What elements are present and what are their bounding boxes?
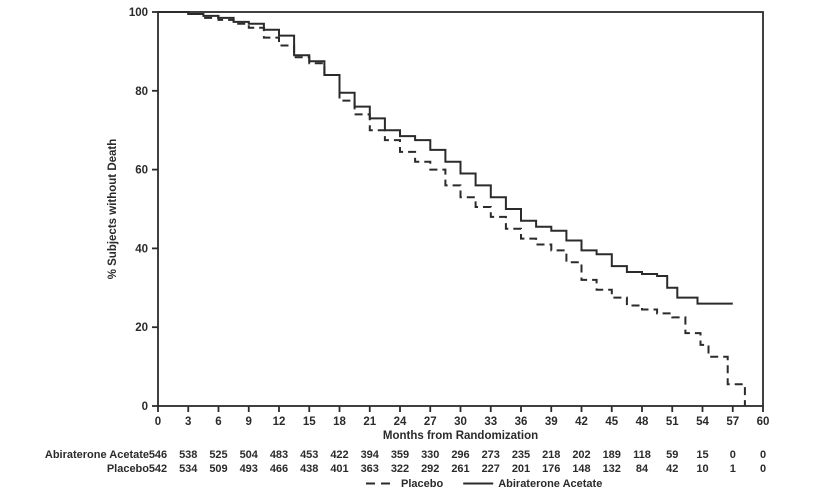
at-risk-count: 1 — [730, 463, 736, 475]
at-risk-count: 0 — [760, 449, 766, 461]
at-risk-count: 59 — [666, 449, 678, 461]
x-tick-label: 48 — [636, 416, 649, 428]
x-tick-label: 39 — [545, 416, 558, 428]
x-axis-title: Months from Randomization — [383, 430, 538, 442]
at-risk-count: 504 — [240, 449, 259, 461]
at-risk-count: 483 — [270, 449, 288, 461]
at-risk-count: 227 — [482, 463, 500, 475]
at-risk-count: 422 — [330, 449, 348, 461]
at-risk-count: 132 — [603, 463, 621, 475]
at-risk-count: 359 — [391, 449, 409, 461]
at-risk-count: 0 — [730, 449, 736, 461]
series-curve-placebo — [158, 11, 746, 406]
x-tick-label: 18 — [333, 416, 346, 428]
at-risk-count: 84 — [636, 463, 649, 475]
at-risk-count: 15 — [696, 449, 708, 461]
x-tick-label: 12 — [273, 416, 286, 428]
x-tick-label: 60 — [757, 416, 770, 428]
at-risk-count: 189 — [603, 449, 621, 461]
at-risk-count: 10 — [696, 463, 708, 475]
x-tick-label: 24 — [394, 416, 407, 428]
at-risk-count: 509 — [209, 463, 227, 475]
at-risk-count: 0 — [760, 463, 766, 475]
at-risk-count: 296 — [451, 449, 469, 461]
at-risk-count: 493 — [240, 463, 258, 475]
x-tick-label: 27 — [424, 416, 437, 428]
at-risk-row: Abiraterone Acetate 546 538 525 504 483 453 422… — [45, 449, 766, 461]
at-risk-count: 202 — [572, 449, 590, 461]
y-tick-label: 60 — [135, 165, 148, 177]
at-risk-count: 176 — [542, 463, 560, 475]
at-risk-row: Placebo 542 534 509 493 466 438 401 363 322 292 261… — [107, 463, 766, 475]
at-risk-count: 401 — [330, 463, 348, 475]
at-risk-count: 394 — [361, 449, 380, 461]
legend-entry-label: Placebo — [401, 478, 443, 490]
x-tick-label: 30 — [454, 416, 467, 428]
legend-entry-abiraterone-acetate: Abiraterone Acetate — [463, 478, 602, 490]
at-risk-count: 235 — [512, 449, 530, 461]
y-tick-label: 80 — [135, 86, 148, 98]
x-tick-label: 15 — [303, 416, 316, 428]
at-risk-count: 330 — [421, 449, 439, 461]
at-risk-count: 261 — [451, 463, 469, 475]
x-tick-label: 51 — [666, 416, 679, 428]
at-risk-count: 118 — [633, 449, 651, 461]
legend-entry-label: Abiraterone Acetate — [498, 478, 602, 490]
plot-area-frame — [157, 11, 764, 407]
x-tick-label: 6 — [215, 416, 221, 428]
x-tick-label: 54 — [696, 416, 709, 428]
at-risk-count: 322 — [391, 463, 409, 475]
at-risk-count: 42 — [666, 463, 678, 475]
at-risk-count: 201 — [512, 463, 530, 475]
x-tick-label: 3 — [185, 416, 191, 428]
x-tick-label: 57 — [726, 416, 739, 428]
at-risk-row-label: Placebo — [107, 463, 149, 475]
at-risk-count: 273 — [482, 449, 500, 461]
series-curve-abiraterone-acetate — [158, 11, 733, 305]
at-risk-count: 363 — [361, 463, 379, 475]
x-tick-label: 36 — [515, 416, 528, 428]
at-risk-count: 466 — [270, 463, 288, 475]
x-tick-label: 33 — [484, 416, 497, 428]
y-axis-title: % Subjects without Death — [107, 139, 119, 280]
x-tick-label: 45 — [605, 416, 618, 428]
at-risk-count: 542 — [149, 463, 167, 475]
y-tick-label: 100 — [129, 7, 148, 19]
x-tick-label: 21 — [363, 416, 376, 428]
y-tick-label: 0 — [142, 401, 148, 413]
at-risk-count: 534 — [179, 463, 198, 475]
y-tick-label: 20 — [135, 322, 148, 334]
at-risk-count: 546 — [149, 449, 167, 461]
at-risk-count: 538 — [179, 449, 197, 461]
at-risk-count: 525 — [209, 449, 227, 461]
x-tick-label: 0 — [155, 416, 161, 428]
at-risk-count: 438 — [300, 463, 318, 475]
at-risk-count: 453 — [300, 449, 318, 461]
y-tick-label: 40 — [135, 243, 148, 255]
at-risk-count: 218 — [542, 449, 560, 461]
x-tick-label: 9 — [246, 416, 252, 428]
at-risk-count: 148 — [572, 463, 590, 475]
at-risk-count: 292 — [421, 463, 439, 475]
legend-entry-placebo: Placebo — [366, 478, 443, 490]
at-risk-row-label: Abiraterone Acetate — [45, 449, 149, 461]
x-tick-label: 42 — [575, 416, 588, 428]
